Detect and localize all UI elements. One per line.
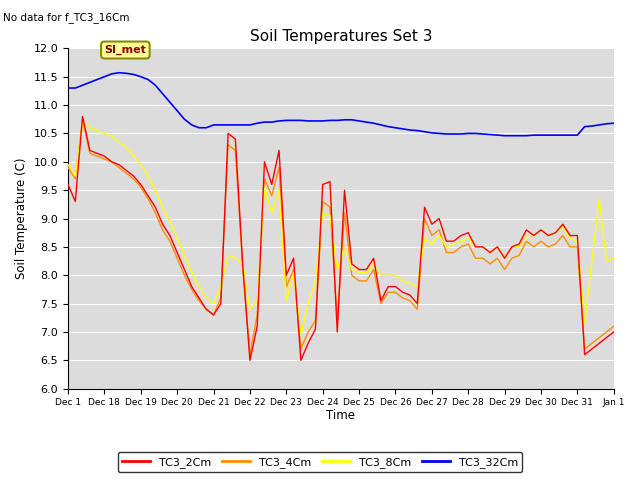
Title: Soil Temperatures Set 3: Soil Temperatures Set 3 (250, 29, 432, 44)
Text: SI_met: SI_met (104, 45, 147, 55)
X-axis label: Time: Time (326, 409, 355, 422)
Legend: TC3_2Cm, TC3_4Cm, TC3_8Cm, TC3_32Cm: TC3_2Cm, TC3_4Cm, TC3_8Cm, TC3_32Cm (118, 452, 522, 472)
Y-axis label: Soil Temperature (C): Soil Temperature (C) (15, 158, 28, 279)
Text: No data for f_TC3_16Cm: No data for f_TC3_16Cm (3, 12, 130, 23)
